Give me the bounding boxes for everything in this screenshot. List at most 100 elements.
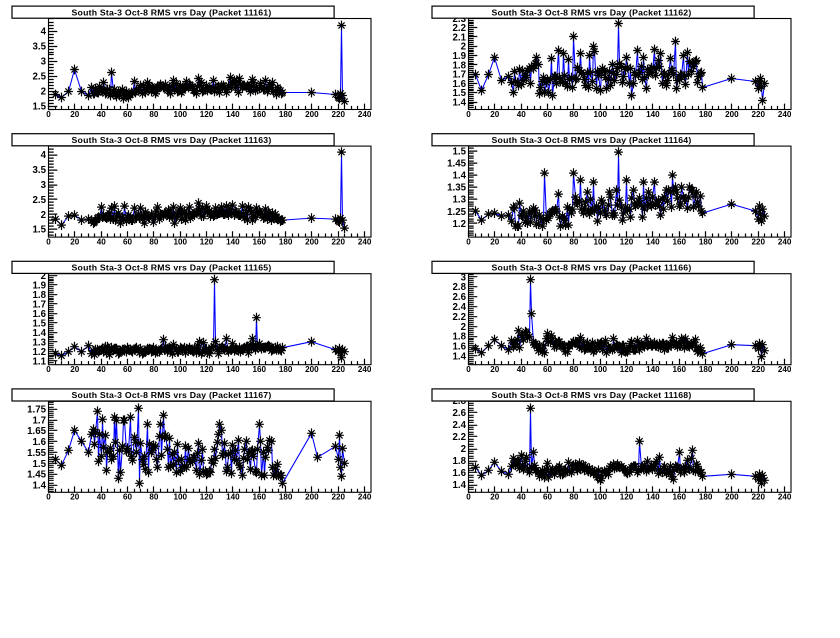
svg-text:40: 40 xyxy=(97,493,107,502)
svg-text:2.8: 2.8 xyxy=(453,282,467,293)
svg-text:200: 200 xyxy=(305,365,319,374)
svg-text:240: 240 xyxy=(358,365,372,374)
svg-text:2: 2 xyxy=(461,42,466,53)
svg-text:140: 140 xyxy=(646,238,660,247)
svg-text:200: 200 xyxy=(305,238,319,247)
svg-text:100: 100 xyxy=(593,365,607,374)
svg-text:240: 240 xyxy=(358,238,372,247)
svg-text:1.1: 1.1 xyxy=(33,356,47,367)
svg-text:South Sta-3 Oct-8 RMS vrs Day: South Sta-3 Oct-8 RMS vrs Day (Packet 11… xyxy=(492,135,692,145)
svg-text:80: 80 xyxy=(149,493,159,502)
svg-text:60: 60 xyxy=(543,110,553,119)
svg-text:160: 160 xyxy=(252,110,266,119)
svg-text:140: 140 xyxy=(226,110,240,119)
svg-text:220: 220 xyxy=(331,493,345,502)
svg-text:80: 80 xyxy=(569,238,579,247)
svg-text:140: 140 xyxy=(226,238,240,247)
svg-text:1.55: 1.55 xyxy=(27,448,46,459)
svg-text:20: 20 xyxy=(490,365,500,374)
svg-text:20: 20 xyxy=(490,493,500,502)
svg-text:40: 40 xyxy=(517,110,527,119)
svg-text:220: 220 xyxy=(751,493,765,502)
svg-text:1.6: 1.6 xyxy=(33,309,47,320)
svg-text:South Sta-3 Oct-8 RMS vrs Day: South Sta-3 Oct-8 RMS vrs Day (Packet 11… xyxy=(72,135,272,145)
svg-text:100: 100 xyxy=(593,238,607,247)
svg-text:180: 180 xyxy=(279,110,293,119)
svg-text:1.6: 1.6 xyxy=(453,342,467,353)
svg-text:40: 40 xyxy=(97,110,107,119)
svg-text:40: 40 xyxy=(517,238,527,247)
svg-text:180: 180 xyxy=(279,365,293,374)
svg-text:80: 80 xyxy=(569,493,579,502)
svg-text:220: 220 xyxy=(751,365,765,374)
svg-text:2: 2 xyxy=(41,210,46,221)
svg-text:180: 180 xyxy=(699,110,713,119)
svg-text:60: 60 xyxy=(123,365,133,374)
svg-text:2.4: 2.4 xyxy=(453,302,467,313)
svg-text:1.5: 1.5 xyxy=(453,146,467,157)
svg-text:200: 200 xyxy=(305,110,319,119)
svg-text:180: 180 xyxy=(699,493,713,502)
svg-text:2: 2 xyxy=(461,444,466,455)
svg-text:200: 200 xyxy=(305,493,319,502)
svg-text:160: 160 xyxy=(252,493,266,502)
svg-text:240: 240 xyxy=(778,493,792,502)
svg-text:40: 40 xyxy=(517,365,527,374)
svg-text:1.8: 1.8 xyxy=(453,332,467,343)
svg-text:60: 60 xyxy=(123,238,133,247)
svg-text:220: 220 xyxy=(331,110,345,119)
svg-text:1.35: 1.35 xyxy=(447,183,466,194)
svg-text:240: 240 xyxy=(778,110,792,119)
svg-text:1.3: 1.3 xyxy=(33,337,47,348)
svg-text:60: 60 xyxy=(123,110,133,119)
svg-text:1.4: 1.4 xyxy=(453,351,467,362)
svg-text:2.3: 2.3 xyxy=(453,14,467,25)
svg-text:20: 20 xyxy=(70,493,80,502)
svg-text:20: 20 xyxy=(70,238,80,247)
svg-text:140: 140 xyxy=(226,365,240,374)
svg-text:1.45: 1.45 xyxy=(447,159,466,170)
svg-text:1.2: 1.2 xyxy=(33,347,46,358)
svg-text:2: 2 xyxy=(461,322,466,333)
svg-text:140: 140 xyxy=(226,493,240,502)
svg-text:60: 60 xyxy=(543,238,553,247)
svg-text:South Sta-3 Oct-8 RMS vrs Day: South Sta-3 Oct-8 RMS vrs Day (Packet 11… xyxy=(72,263,272,273)
svg-text:1.4: 1.4 xyxy=(453,480,467,491)
svg-text:0: 0 xyxy=(46,110,51,119)
svg-text:1.8: 1.8 xyxy=(453,456,467,467)
svg-text:200: 200 xyxy=(725,365,739,374)
svg-text:100: 100 xyxy=(173,365,187,374)
svg-text:40: 40 xyxy=(517,493,527,502)
svg-text:1.7: 1.7 xyxy=(33,415,46,426)
svg-text:2.6: 2.6 xyxy=(453,408,467,419)
svg-text:1.9: 1.9 xyxy=(453,51,467,62)
svg-text:3: 3 xyxy=(461,272,467,283)
svg-text:1.7: 1.7 xyxy=(453,70,466,81)
svg-text:2: 2 xyxy=(41,86,46,97)
svg-text:240: 240 xyxy=(358,110,372,119)
svg-text:3: 3 xyxy=(41,180,47,191)
svg-text:1.5: 1.5 xyxy=(33,318,47,329)
svg-text:240: 240 xyxy=(778,238,792,247)
svg-text:180: 180 xyxy=(699,365,713,374)
svg-text:1.4: 1.4 xyxy=(33,481,47,492)
svg-text:160: 160 xyxy=(672,493,686,502)
svg-text:240: 240 xyxy=(778,365,792,374)
svg-text:20: 20 xyxy=(490,238,500,247)
svg-text:20: 20 xyxy=(70,110,80,119)
svg-text:4: 4 xyxy=(41,26,47,37)
svg-text:100: 100 xyxy=(173,238,187,247)
svg-text:80: 80 xyxy=(149,365,159,374)
svg-text:100: 100 xyxy=(173,493,187,502)
svg-text:220: 220 xyxy=(331,365,345,374)
svg-text:40: 40 xyxy=(97,365,107,374)
svg-text:2.2: 2.2 xyxy=(453,432,466,443)
svg-text:80: 80 xyxy=(569,110,579,119)
svg-text:200: 200 xyxy=(725,493,739,502)
svg-text:120: 120 xyxy=(620,238,634,247)
svg-text:1.4: 1.4 xyxy=(453,171,467,182)
svg-text:140: 140 xyxy=(646,365,660,374)
svg-text:South Sta-3 Oct-8 RMS vrs Day: South Sta-3 Oct-8 RMS vrs Day (Packet 11… xyxy=(492,7,692,17)
svg-text:0: 0 xyxy=(46,365,51,374)
svg-text:140: 140 xyxy=(646,493,660,502)
